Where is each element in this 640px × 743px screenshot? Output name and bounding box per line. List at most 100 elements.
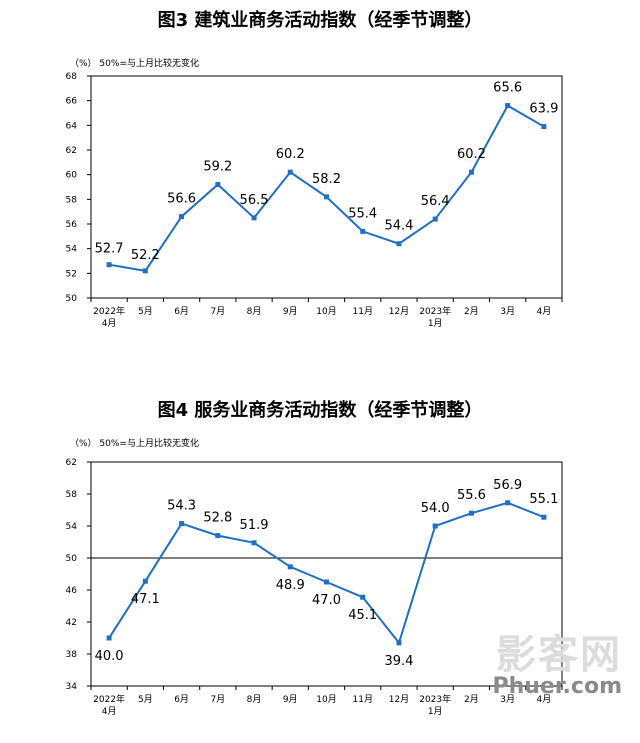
data-label: 60.2 xyxy=(276,147,305,162)
data-label: 56.5 xyxy=(240,193,269,208)
data-point xyxy=(468,169,474,175)
x-tick-label: 6月 xyxy=(174,306,189,317)
x-tick-label: 2月 xyxy=(464,694,479,705)
chart-title-construction: 图3 建筑业商务活动指数（经季节调整） xyxy=(157,10,483,31)
x-tick-label: 2023年 xyxy=(419,693,451,705)
data-label: 40.0 xyxy=(95,649,124,664)
data-point xyxy=(179,214,185,220)
series-line xyxy=(108,501,545,645)
x-tick-label: 4月 xyxy=(537,306,552,317)
data-label: 58.2 xyxy=(312,172,341,187)
watermark-en: Phuer.com xyxy=(492,674,622,699)
data-label: 52.8 xyxy=(203,511,232,526)
y-tick-label: 50 xyxy=(66,554,78,564)
x-tick-label: 8月 xyxy=(247,306,262,317)
y-tick-label: 68 xyxy=(66,72,78,82)
data-point xyxy=(324,194,329,200)
y-tick-label: 50 xyxy=(66,294,78,304)
x-tick-label: 11月 xyxy=(353,306,373,317)
data-label: 47.0 xyxy=(312,593,341,608)
x-tick-label: 5月 xyxy=(138,306,153,317)
data-point xyxy=(251,540,257,546)
y-tick-label: 62 xyxy=(66,458,77,468)
data-point xyxy=(468,510,474,516)
y-tick-label: 60 xyxy=(66,171,78,181)
data-label: 55.1 xyxy=(529,492,558,507)
y-tick-label: 38 xyxy=(66,650,78,660)
data-point xyxy=(505,500,511,506)
y-tick-label: 58 xyxy=(66,490,78,500)
y-tick-label: 54 xyxy=(66,522,78,532)
y-tick-label: 34 xyxy=(66,682,78,692)
series-line xyxy=(108,104,545,272)
x-tick-label: 2023年 xyxy=(419,305,451,317)
x-tick-label: 4月 xyxy=(537,694,552,705)
x-tick-label: 6月 xyxy=(174,694,189,705)
x-tick-label: 8月 xyxy=(247,694,262,705)
data-label: 60.2 xyxy=(457,147,486,162)
data-point xyxy=(215,182,221,188)
watermark: 影客网 Phuer.com xyxy=(492,622,622,699)
data-label: 51.9 xyxy=(240,518,269,533)
x-tick-label: 10月 xyxy=(316,694,336,705)
data-point xyxy=(106,635,112,641)
data-label: 65.6 xyxy=(493,81,522,96)
y-tick-label: 62 xyxy=(66,146,77,156)
data-point xyxy=(142,578,148,584)
data-point xyxy=(432,523,438,529)
y-tick-label: 66 xyxy=(66,97,78,107)
x-tick-label: 7月 xyxy=(210,694,225,705)
plot-frame xyxy=(90,461,563,687)
data-label: 54.4 xyxy=(384,219,413,234)
y-tick-label: 52 xyxy=(66,269,77,279)
data-label: 52.7 xyxy=(95,242,124,257)
y-tick-label: 42 xyxy=(66,618,77,628)
data-point xyxy=(541,124,547,130)
data-label: 56.6 xyxy=(167,192,196,207)
x-tick-label: 1月 xyxy=(428,318,443,329)
data-label: 45.1 xyxy=(348,608,377,623)
data-point xyxy=(360,228,366,234)
x-tick-label: 1月 xyxy=(428,706,443,717)
data-label: 63.9 xyxy=(529,102,558,117)
x-tick-label: 4月 xyxy=(102,318,117,329)
data-point xyxy=(432,216,438,222)
chart-title-services: 图4 服务业商务活动指数（经季节调整） xyxy=(157,400,483,421)
data-label: 39.4 xyxy=(384,654,413,669)
x-tick-label: 12月 xyxy=(389,306,409,317)
data-label: 55.6 xyxy=(457,488,486,503)
x-tick-label: 5月 xyxy=(138,694,153,705)
data-label: 55.4 xyxy=(348,206,377,221)
x-tick-label: 9月 xyxy=(283,694,298,705)
y-tick-label: 64 xyxy=(66,121,78,131)
x-tick-label: 2月 xyxy=(464,306,479,317)
data-point xyxy=(541,514,547,520)
data-point xyxy=(215,533,221,539)
x-tick-label: 4月 xyxy=(102,706,117,717)
data-point xyxy=(287,564,293,570)
data-point xyxy=(505,103,511,109)
data-point xyxy=(396,640,402,646)
data-label: 52.2 xyxy=(131,248,160,263)
y-tick-label: 58 xyxy=(66,195,78,205)
unit-note-construction: （%） 50%=与上月比较无变化 xyxy=(70,59,199,69)
data-label: 54.0 xyxy=(421,501,450,516)
x-tick-label: 9月 xyxy=(283,306,298,317)
plot-frame xyxy=(90,75,563,299)
data-label: 56.4 xyxy=(421,194,450,209)
data-label: 48.9 xyxy=(276,578,305,593)
data-label: 59.2 xyxy=(203,160,232,175)
x-tick-label: 12月 xyxy=(389,694,409,705)
y-tick-label: 56 xyxy=(66,220,78,230)
x-tick-label: 7月 xyxy=(210,306,225,317)
x-tick-label: 2022年 xyxy=(93,305,125,317)
data-point xyxy=(324,579,329,585)
data-point xyxy=(106,262,112,268)
x-tick-label: 10月 xyxy=(316,306,336,317)
x-tick-label: 3月 xyxy=(500,694,515,705)
data-point xyxy=(287,169,293,175)
data-point xyxy=(142,268,148,274)
data-point xyxy=(360,594,366,600)
